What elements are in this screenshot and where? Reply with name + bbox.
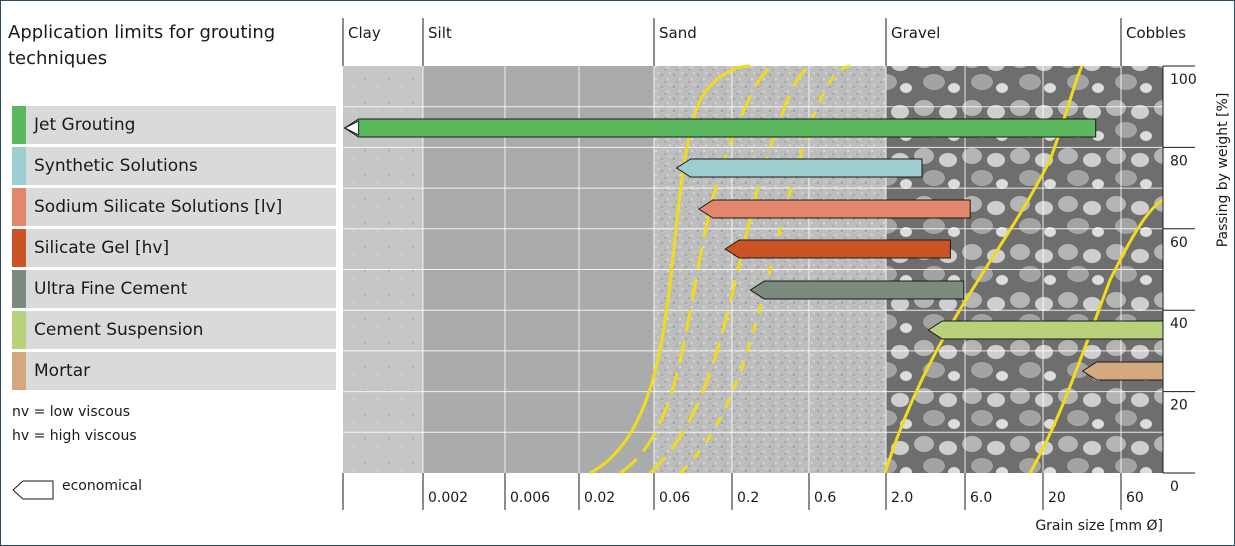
legend-label: Jet Grouting [34, 115, 136, 135]
grading-curve-line [619, 64, 773, 475]
legend-swatch [12, 147, 26, 185]
chart-title: Application limits for grouting techniqu… [8, 22, 276, 69]
grading-curves [589, 64, 1164, 475]
legend-label: Mortar [34, 361, 91, 381]
legend-label: Sodium Silicate Solutions [lv] [34, 197, 283, 217]
x-tick-label: 20 [1048, 490, 1066, 506]
legend-item-silicate-gel-hv: Silicate Gel [hv] [12, 229, 336, 267]
legend-swatch [12, 188, 26, 226]
grading-curve-line [883, 65, 1084, 474]
y-tick-label: 100 [1170, 72, 1197, 88]
grading-curve-line [648, 64, 811, 475]
soil-class-label-clay: Clay [348, 24, 381, 42]
bars [343, 118, 1164, 381]
soil-class-label-sand: Sand [659, 24, 697, 42]
x-tick-label: 60 [1126, 490, 1144, 506]
x-tick-label: 0.6 [814, 490, 836, 506]
soil-class-label-gravel: Gravel [891, 24, 940, 42]
legend-swatch [12, 229, 26, 267]
legend-item-sodium-silicate-solutions-lv: Sodium Silicate Solutions [lv] [12, 188, 336, 226]
y-tick-label: 80 [1170, 153, 1188, 169]
y-tick-label: 20 [1170, 398, 1188, 414]
x-tick-label: 0.02 [584, 490, 615, 506]
bar-cement-suspension [927, 320, 1164, 340]
bar-economical-tip [343, 120, 360, 136]
x-tick-label: 0.002 [428, 490, 468, 506]
bar-mortar [1081, 361, 1164, 381]
y-tick-label: 0 [1170, 479, 1179, 495]
legend-label: Ultra Fine Cement [34, 279, 188, 299]
bar-sodium-silicate-solutions-lv [697, 199, 971, 219]
legend-label: Cement Suspension [34, 320, 204, 340]
axes: Clay Silt Sand Gravel Cobbles 0.002 0.006 0.02 0… [342, 18, 1231, 534]
x-tick-label: 0.2 [737, 490, 759, 506]
x-tick-label: 0.06 [659, 490, 690, 506]
legend-swatch [12, 352, 26, 390]
grading-curve-line [1028, 198, 1164, 474]
bar-ultra-fine-cement [749, 280, 965, 300]
x-tick-label: 6.0 [970, 490, 992, 506]
x-axis-label: Grain size [mm Ø] [1035, 518, 1163, 534]
legend-note-hv: hv = high viscous [12, 428, 137, 444]
legend-item-jet-grouting: Jet Grouting [12, 106, 336, 144]
legend-label: Synthetic Solutions [34, 156, 198, 176]
legend-swatch [12, 311, 26, 349]
legend-swatch [12, 270, 26, 308]
legend-swatch [12, 106, 26, 144]
economical-arrow-icon [12, 480, 54, 500]
bar-jet-grouting [343, 118, 1097, 138]
economical-label: economical [62, 478, 143, 494]
grading-curve-line [678, 64, 851, 475]
bar-silicate-gel-hv [724, 239, 951, 259]
legend-item-ultra-fine-cement: Ultra Fine Cement [12, 270, 336, 308]
bar-synthetic-solutions [675, 158, 923, 178]
y-tick-label: 40 [1170, 316, 1188, 332]
legend-note-nv: nv = low viscous [12, 404, 131, 420]
legend-item-synthetic-solutions: Synthetic Solutions [12, 147, 336, 185]
grading-curve-line [589, 64, 751, 475]
legend-item-cement-suspension: Cement Suspension [12, 311, 336, 349]
soil-class-label-cobbles: Cobbles [1126, 24, 1186, 42]
x-tick-label: 0.006 [510, 490, 550, 506]
legend-label: Silicate Gel [hv] [34, 238, 170, 258]
legend-item-mortar: Mortar [12, 352, 336, 390]
y-tick-label: 60 [1170, 235, 1188, 251]
y-axis-label: Passing by weight [%] [1215, 93, 1231, 248]
x-tick-label: 2.0 [891, 490, 913, 506]
soil-class-label-silt: Silt [428, 24, 452, 42]
